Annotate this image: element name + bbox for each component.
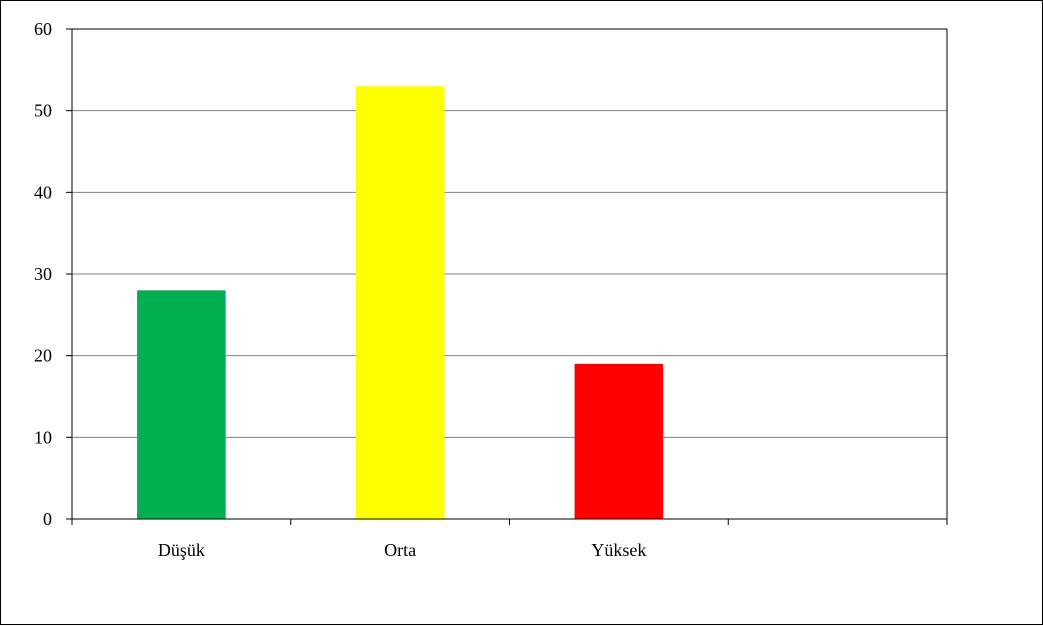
y-tick-label-60: 60 — [34, 19, 52, 39]
x-tick-label-Yüksek: Yüksek — [591, 540, 646, 560]
bar-Orta — [355, 86, 445, 520]
bar-Yüksek — [574, 363, 664, 519]
y-tick-label-30: 30 — [34, 264, 52, 284]
x-tick-label-Düşük: Düşük — [158, 540, 205, 560]
y-tick-label-40: 40 — [34, 182, 52, 202]
y-tick-label-50: 50 — [34, 101, 52, 121]
bar-Düşük — [137, 290, 226, 519]
y-tick-label-0: 0 — [43, 509, 52, 529]
x-tick-label-Orta: Orta — [384, 540, 416, 560]
y-tick-label-20: 20 — [34, 346, 52, 366]
y-tick-label-10: 10 — [34, 427, 52, 447]
